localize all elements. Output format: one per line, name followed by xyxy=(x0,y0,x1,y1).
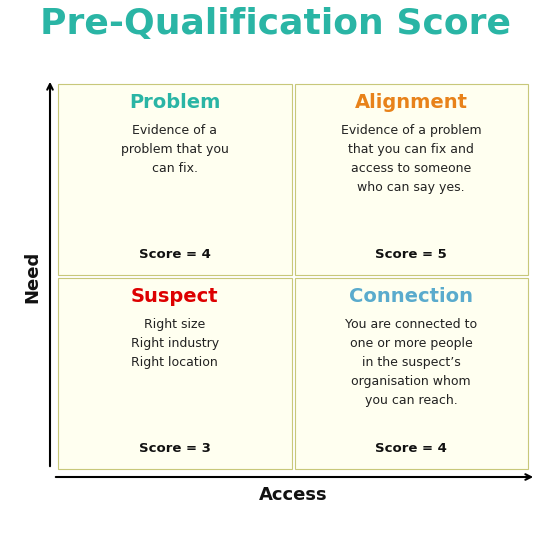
FancyBboxPatch shape xyxy=(58,84,292,275)
Text: Score = 4: Score = 4 xyxy=(375,443,447,456)
FancyBboxPatch shape xyxy=(58,278,292,469)
Text: Alignment: Alignment xyxy=(355,92,468,112)
Text: Score = 4: Score = 4 xyxy=(139,248,211,262)
Text: Suspect: Suspect xyxy=(131,287,218,305)
Text: Need: Need xyxy=(23,250,41,303)
Text: Evidence of a
problem that you
can fix.: Evidence of a problem that you can fix. xyxy=(121,124,229,175)
Text: Connection: Connection xyxy=(349,287,473,305)
Text: Score = 3: Score = 3 xyxy=(139,443,211,456)
Text: Score = 5: Score = 5 xyxy=(375,248,447,262)
FancyBboxPatch shape xyxy=(294,278,528,469)
Text: You are connected to
one or more people
in the suspect’s
organisation whom
you c: You are connected to one or more people … xyxy=(345,318,477,407)
Text: Problem: Problem xyxy=(129,92,221,112)
Text: Access: Access xyxy=(258,486,327,504)
Text: Pre-Qualification Score: Pre-Qualification Score xyxy=(40,7,510,41)
Text: Right size
Right industry
Right location: Right size Right industry Right location xyxy=(131,318,219,369)
FancyBboxPatch shape xyxy=(294,84,528,275)
Text: Evidence of a problem
that you can fix and
access to someone
who can say yes.: Evidence of a problem that you can fix a… xyxy=(341,124,482,194)
